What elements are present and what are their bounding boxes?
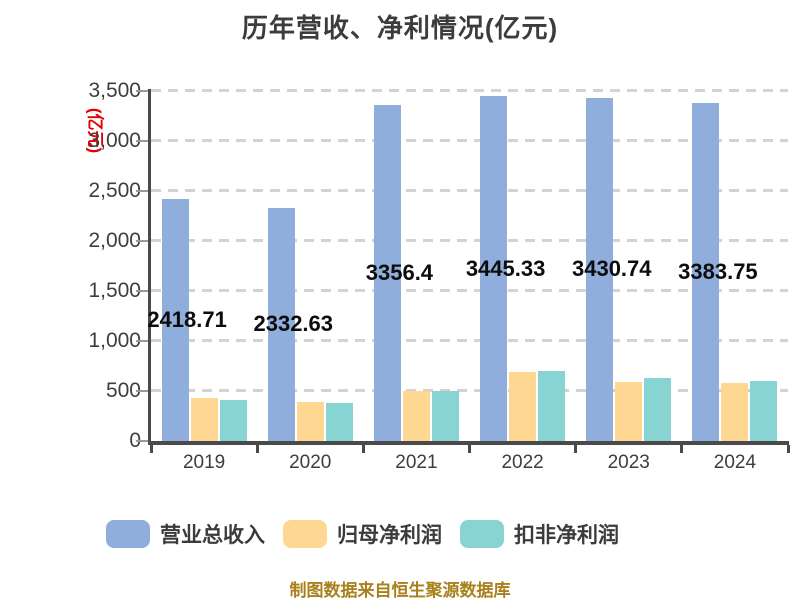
gridline: [151, 139, 788, 142]
y-tick-mark: [136, 90, 148, 92]
chart-footer: 制图数据来自恒生聚源数据库: [289, 581, 511, 600]
bar-net-profit-attributable-2022: [509, 372, 537, 441]
plot-area: 2418.71 2332.63 3356.4 3445.33 3430.74 3383.7…: [147, 89, 788, 441]
y-tick-mark: [136, 290, 148, 292]
gridline: [151, 189, 788, 192]
legend-label: 归母净利润: [337, 524, 442, 547]
y-tick-label: 0: [0, 430, 141, 452]
legend-item-total-revenue: 营业总收入: [106, 519, 265, 549]
x-axis-tick: [255, 445, 259, 453]
gridline: [151, 239, 788, 242]
bar-group-2019: [151, 91, 257, 441]
y-tick-mark: [136, 440, 148, 442]
legend-label: 营业总收入: [160, 524, 265, 547]
bar-net-profit-attributable-2019: [190, 398, 218, 441]
x-tick-label-2020: 2020: [289, 452, 332, 473]
x-axis-tick: [680, 445, 684, 453]
bar-group-2024: [682, 91, 788, 441]
x-axis-tick: [786, 445, 790, 453]
bar-total-revenue-2024: [692, 102, 720, 441]
x-axis-tick: [574, 445, 578, 453]
y-tick-mark: [136, 240, 148, 242]
legend-swatch-icon: [106, 520, 150, 548]
bar-group-2020: [257, 91, 363, 441]
x-axis-tick: [361, 445, 365, 453]
bar-group-2021: [363, 91, 469, 441]
y-tick-label: 2,500: [88, 179, 141, 202]
bar-net-profit-attributable-2021: [402, 390, 430, 441]
y-tick-mark: [136, 390, 148, 392]
bar-total-revenue-2020: [267, 207, 295, 441]
bar-net-profit-attributable-2023: [615, 382, 643, 441]
bar-total-revenue-2019: [161, 199, 189, 441]
legend-swatch-icon: [460, 520, 504, 548]
y-tick-label: 1,500: [88, 279, 141, 302]
legend: 营业总收入 归母净利润 扣非净利润: [106, 519, 619, 549]
legend-swatch-icon: [283, 520, 327, 548]
legend-item-non-gaap-net-profit: 扣非净利润: [460, 519, 619, 549]
x-axis-tick: [149, 445, 153, 453]
x-tick-label-2021: 2021: [395, 452, 438, 473]
x-axis-tick: [468, 445, 471, 453]
bar-non-gaap-net-profit-2023: [644, 378, 672, 441]
x-tick-label-2022: 2022: [501, 452, 544, 473]
y-axis-line: [148, 89, 151, 445]
value-label-2021: 3356.4: [365, 260, 434, 286]
bar-non-gaap-net-profit-2020: [325, 402, 353, 441]
y-tick-mark: [136, 190, 148, 192]
bar-group-2023: [576, 91, 682, 441]
value-label-2019: 2418.71: [147, 307, 227, 333]
y-axis-labels: 0 500 1,000 1,500 2,000 2,500 3,000 3,500: [0, 80, 141, 452]
gridline: [151, 339, 788, 342]
y-tick-label: 3,500: [88, 79, 141, 102]
y-tick-mark: [136, 340, 148, 342]
bar-non-gaap-net-profit-2021: [431, 391, 459, 441]
gridline: [151, 389, 788, 392]
x-axis-labels: 2019 2020 2021 2022 2023 2024: [151, 452, 788, 478]
bar-non-gaap-net-profit-2024: [750, 381, 778, 441]
legend-item-net-profit-attributable: 归母净利润: [283, 519, 442, 549]
y-tick-label: 2,000: [88, 229, 141, 252]
y-tick-label: 500: [105, 379, 141, 402]
bar-net-profit-attributable-2020: [296, 401, 324, 441]
value-label-2022: 3445.33: [465, 255, 546, 281]
value-label-2020: 2332.63: [253, 311, 334, 337]
bar-total-revenue-2022: [480, 96, 508, 441]
legend-label: 扣非净利润: [514, 524, 619, 547]
bar-net-profit-attributable-2024: [721, 382, 749, 441]
value-label-2024: 3383.75: [678, 258, 758, 284]
y-tick-label: 1,000: [88, 329, 141, 352]
gridline: [151, 289, 788, 292]
bar-total-revenue-2023: [586, 97, 614, 441]
bar-total-revenue-2021: [373, 105, 401, 441]
x-axis-line: [148, 441, 789, 445]
value-label-2023: 3430.74: [571, 256, 652, 282]
y-tick-mark: [136, 140, 148, 142]
x-tick-label-2024: 2024: [713, 452, 757, 473]
bar-non-gaap-net-profit-2022: [538, 371, 566, 441]
x-tick-label-2023: 2023: [607, 452, 650, 473]
chart-title: 历年营收、净利情况(亿元): [241, 13, 559, 43]
bar-group-2022: [470, 91, 576, 441]
x-tick-label-2019: 2019: [182, 452, 226, 473]
gridline: [151, 89, 788, 92]
bar-non-gaap-net-profit-2019: [219, 399, 247, 441]
y-tick-label: 3,000: [88, 129, 141, 152]
